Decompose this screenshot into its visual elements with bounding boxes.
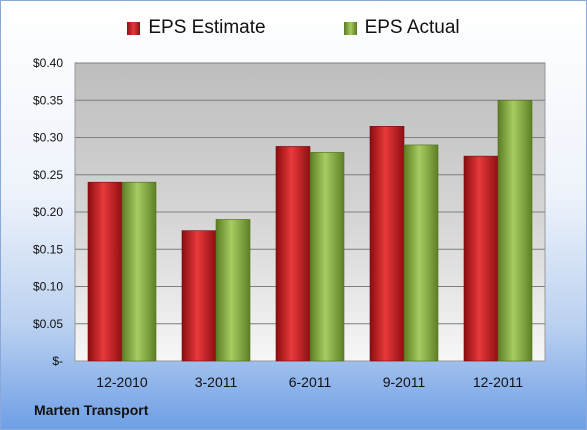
y-tick-label: $0.15	[33, 242, 63, 256]
actual-bar	[121, 181, 157, 362]
y-tick-label: $-	[52, 354, 63, 368]
actual-bar	[215, 219, 251, 362]
y-tick-label: $0.20	[33, 205, 63, 219]
x-tick-label: 12-2011	[473, 374, 524, 390]
legend: EPS Estimate EPS Actual	[1, 15, 586, 41]
y-tick-label: $0.40	[33, 56, 63, 70]
estimate-bar	[369, 126, 405, 362]
legend-item-estimate: EPS Estimate	[127, 15, 266, 41]
actual-bar	[309, 152, 345, 362]
actual-bar	[403, 144, 439, 362]
estimate-bar	[463, 155, 499, 362]
y-tick-label: $0.35	[33, 93, 63, 107]
actual-bar	[497, 99, 533, 362]
x-tick-label: 6-2011	[289, 374, 332, 390]
y-tick-label: $0.30	[33, 131, 63, 145]
x-tick-label: 12-2010	[96, 374, 148, 390]
x-tick-label: 3-2011	[195, 374, 238, 390]
estimate-bar	[181, 230, 217, 362]
y-tick-label: $0.10	[33, 280, 63, 294]
estimate-bar	[87, 181, 123, 362]
legend-swatch-actual	[343, 21, 357, 35]
y-tick-label: $0.25	[33, 168, 63, 182]
legend-item-actual: EPS Actual	[343, 15, 460, 41]
legend-label-estimate: EPS Estimate	[148, 17, 266, 38]
company-name: Marten Transport	[34, 402, 149, 418]
y-tick-label: $0.05	[33, 317, 63, 331]
x-tick-label: 9-2011	[383, 374, 426, 390]
legend-label-actual: EPS Actual	[364, 17, 460, 38]
estimate-bar	[275, 146, 311, 362]
legend-swatch-estimate	[127, 21, 141, 35]
